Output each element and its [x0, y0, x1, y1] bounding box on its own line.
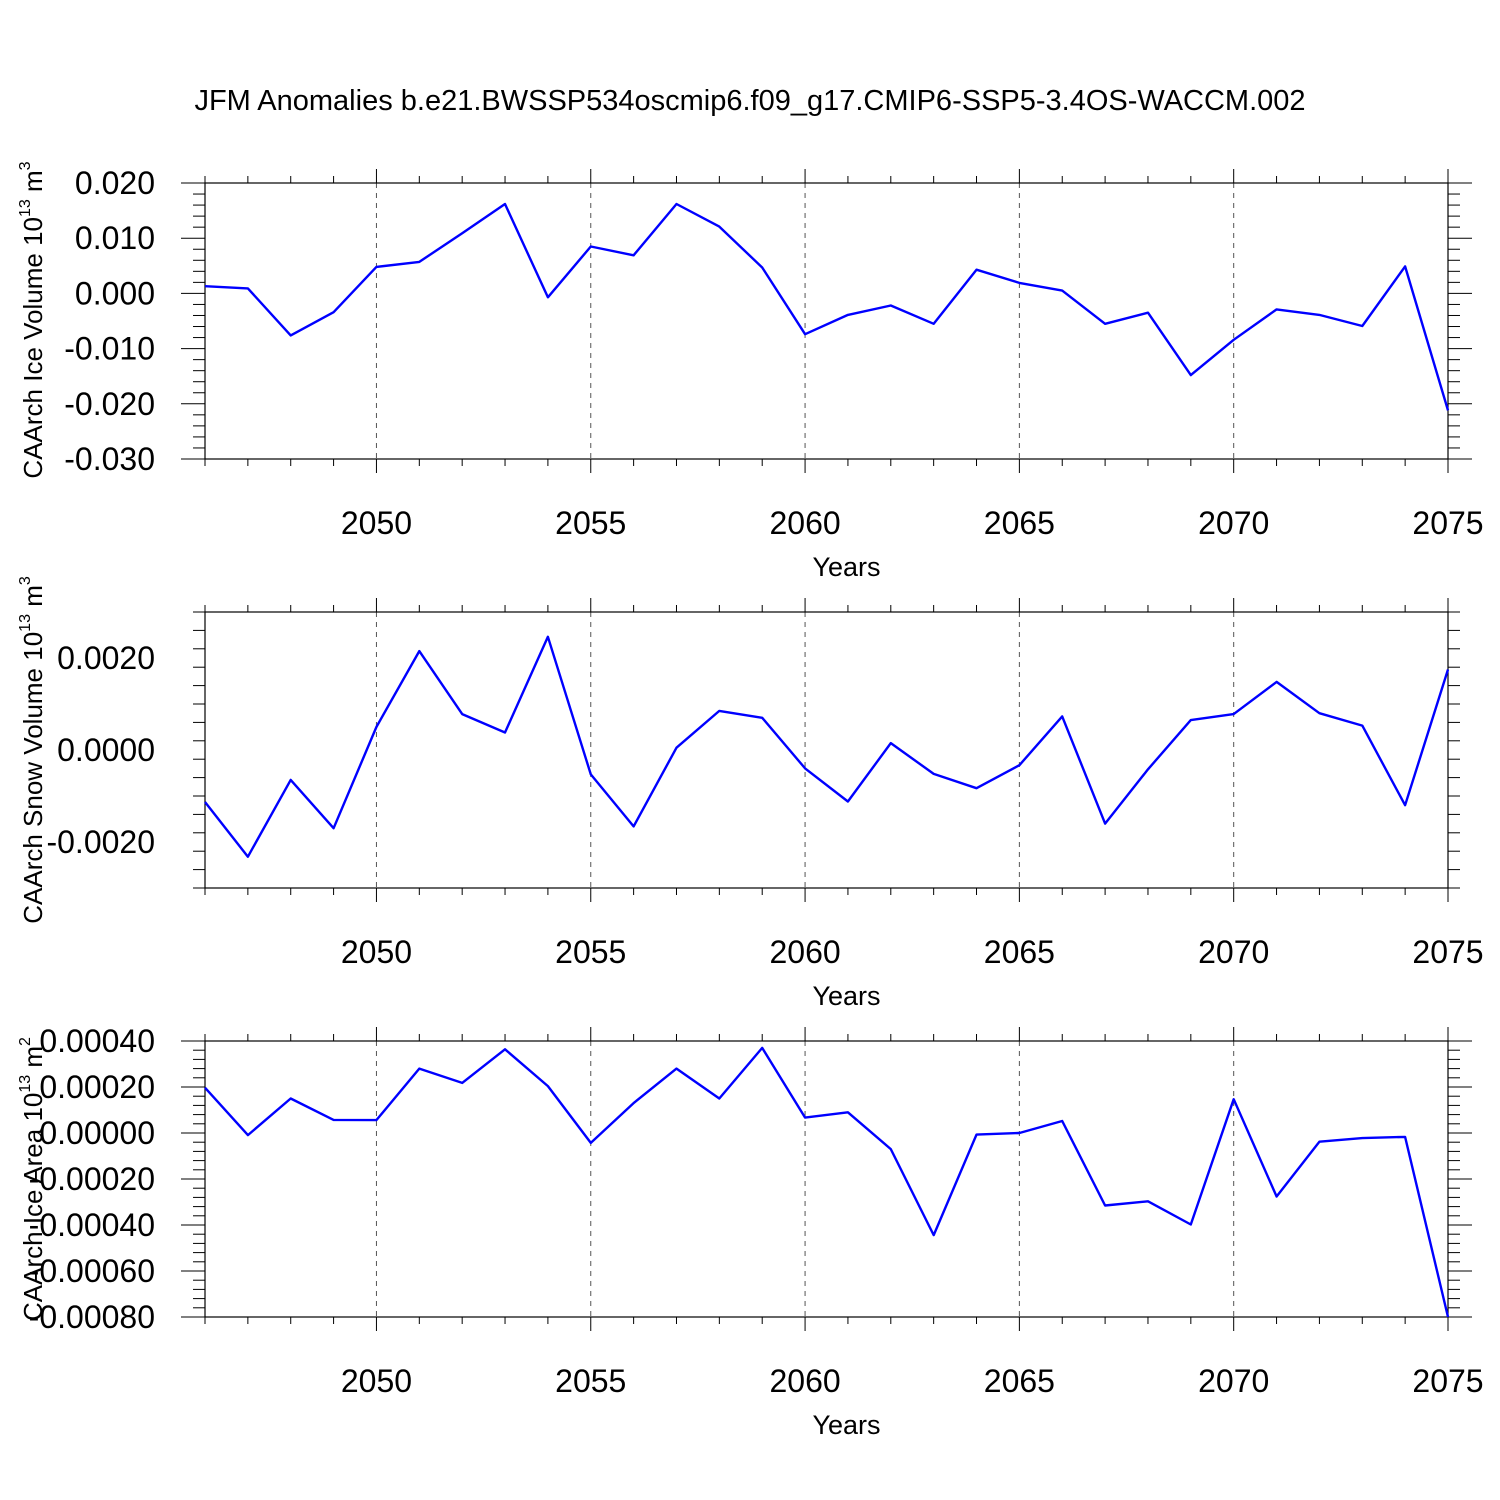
x-tick-label: 2050 — [341, 1363, 412, 1399]
x-tick-label: 2050 — [341, 934, 412, 970]
y-tick-label: -0.020 — [64, 386, 155, 422]
x-tick-label: 2065 — [984, 505, 1055, 541]
y-tick-label: 0.00000 — [39, 1115, 155, 1151]
plot-frame — [204, 1040, 1449, 1318]
x-tick-label: 2055 — [555, 934, 626, 970]
x-axis-label: Years — [812, 981, 880, 1011]
x-tick-label: 2060 — [769, 1363, 840, 1399]
x-tick-label: 2055 — [555, 1363, 626, 1399]
x-tick-label: 2055 — [555, 505, 626, 541]
y-axis-label: CAArch Snow Volume 1013 m3 — [17, 576, 48, 924]
plot-frame — [204, 182, 1449, 460]
y-axis-label-exponent: 13 — [17, 614, 34, 632]
x-tick-label: 2070 — [1198, 505, 1269, 541]
x-tick-label: 2075 — [1412, 1363, 1483, 1399]
y-tick-label: 0.020 — [75, 165, 155, 201]
y-axis-label-units: m — [18, 170, 48, 199]
y-tick-label: -0.00060 — [29, 1253, 155, 1289]
y-tick-label: -0.00040 — [29, 1207, 155, 1243]
series-line — [204, 202, 1450, 411]
y-tick-label: 0.00020 — [39, 1069, 155, 1105]
y-tick-label: 0.000 — [75, 275, 155, 311]
y-tick-label: -0.00020 — [29, 1161, 155, 1197]
x-tick-label: 2075 — [1412, 934, 1483, 970]
x-tick-label: 2060 — [769, 505, 840, 541]
y-tick-label: 0.0020 — [57, 640, 155, 676]
y-tick-label: -0.010 — [64, 331, 155, 367]
y-axis-label-exponent: 13 — [17, 1075, 34, 1093]
plot-frame — [204, 611, 1449, 889]
y-tick-label: -0.030 — [64, 441, 155, 477]
y-axis-label-units-exponent: 2 — [17, 1037, 34, 1046]
y-axis-label-text: CAArch Snow Volume 10 — [18, 632, 48, 924]
panel-2: 2050 2055 2060 2065 2070 2075 -0.0020 0.0000 0.0… — [17, 576, 1484, 1011]
y-tick-label: -0.00080 — [29, 1299, 155, 1335]
series-line — [204, 1046, 1450, 1318]
x-tick-label: 2060 — [769, 934, 840, 970]
x-tick-label: 2070 — [1198, 1363, 1269, 1399]
y-axis-label: CAArch Ice Volume 1013 m3 — [17, 161, 48, 478]
y-axis-label: CAArch Ice Area 1013 m2 — [17, 1037, 48, 1321]
y-axis-label-text: CAArch Ice Area 10 — [18, 1093, 48, 1321]
y-axis-label-units: m — [18, 1046, 48, 1075]
panels: 2050 2055 2060 2065 2070 2075 -0.030 -0.020 -0.0… — [17, 161, 1484, 1440]
y-axis-label-units-exponent: 3 — [17, 576, 34, 585]
x-axis-label: Years — [812, 552, 880, 582]
panel-1: 2050 2055 2060 2065 2070 2075 -0.030 -0.020 -0.0… — [17, 161, 1484, 582]
y-axis-label-units-exponent: 3 — [17, 161, 34, 170]
x-tick-label: 2070 — [1198, 934, 1269, 970]
y-axis-label-exponent: 13 — [17, 199, 34, 217]
x-tick-label: 2065 — [984, 934, 1055, 970]
x-tick-label: 2075 — [1412, 505, 1483, 541]
y-tick-label: -0.0020 — [46, 824, 155, 860]
y-tick-label: 0.00040 — [39, 1023, 155, 1059]
x-tick-label: 2065 — [984, 1363, 1055, 1399]
y-axis-label-units: m — [18, 585, 48, 614]
y-axis-label-text: CAArch Ice Volume 10 — [18, 217, 48, 479]
y-tick-label: 0.010 — [75, 220, 155, 256]
panel-3: 2050 2055 2060 2065 2070 2075 -0.00080 -0.00060… — [17, 1023, 1484, 1440]
figure-title: JFM Anomalies b.e21.BWSSP534oscmip6.f09_… — [194, 85, 1305, 117]
series-line — [204, 635, 1450, 858]
x-tick-label: 2050 — [341, 505, 412, 541]
x-axis-label: Years — [812, 1410, 880, 1440]
y-tick-label: 0.0000 — [57, 732, 155, 768]
